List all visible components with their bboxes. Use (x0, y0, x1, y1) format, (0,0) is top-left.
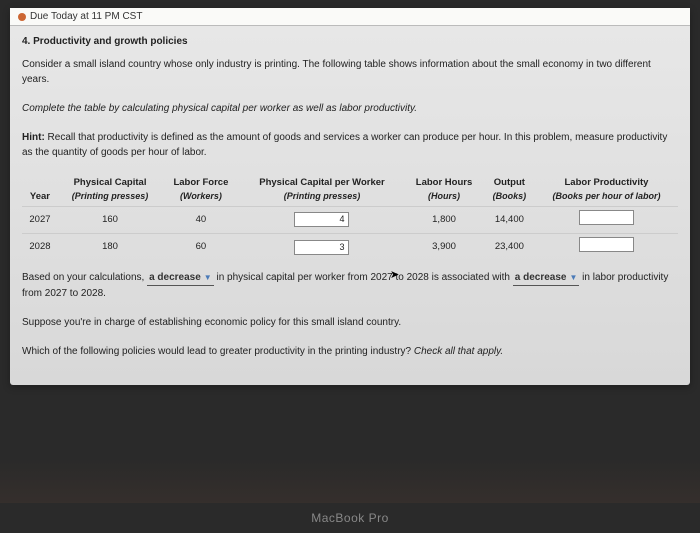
hint-text: Recall that productivity is defined as t… (22, 132, 667, 158)
cell-year: 2027 (22, 206, 58, 233)
instruction-text: Complete the table by calculating physic… (22, 101, 678, 116)
due-bar: Due Today at 11 PM CST (10, 8, 690, 26)
analysis-mid: in physical capital per worker from 2027… (214, 272, 513, 283)
cap-per-worker-input[interactable]: 3 (294, 240, 349, 255)
content-area: 4. Productivity and growth policies Cons… (10, 26, 690, 385)
cell-output: 23,400 (484, 234, 535, 261)
dropdown-change2[interactable]: a decrease▼ (513, 270, 580, 286)
suppose-text: Suppose you're in charge of establishing… (22, 315, 678, 330)
data-table: Year Physical Capital(Printing presses) … (22, 174, 678, 260)
cell-capital: 180 (58, 234, 162, 261)
th-hours: Labor Hours(Hours) (404, 174, 484, 206)
due-dot-icon (18, 13, 26, 21)
cell-capital: 160 (58, 206, 162, 233)
section-title: 4. Productivity and growth policies (22, 34, 678, 49)
intro-text: Consider a small island country whose on… (22, 57, 678, 87)
cell-labor: 40 (162, 206, 240, 233)
cell-year: 2028 (22, 234, 58, 261)
cap-per-worker-input[interactable]: 4 (294, 212, 349, 227)
table-row: 2027 160 40 4 1,800 14,400 (22, 206, 678, 233)
chevron-down-icon: ▼ (204, 272, 212, 284)
th-cap-per-worker: Physical Capital per Worker(Printing pre… (240, 174, 405, 206)
macbook-label: MacBook Pro (311, 511, 389, 525)
table-row: 2028 180 60 3 3,900 23,400 (22, 234, 678, 261)
cell-output: 14,400 (484, 206, 535, 233)
productivity-input[interactable] (579, 210, 634, 225)
th-output: Output(Books) (484, 174, 535, 206)
bottom-fade (0, 458, 700, 503)
th-capital: Physical Capital(Printing presses) (58, 174, 162, 206)
th-productivity: Labor Productivity(Books per hour of lab… (535, 174, 678, 206)
cell-productivity (535, 206, 678, 233)
question-paragraph: Which of the following policies would le… (22, 344, 678, 359)
productivity-input[interactable] (579, 237, 634, 252)
hint-paragraph: Hint: Recall that productivity is define… (22, 130, 678, 160)
chevron-down-icon: ▼ (569, 272, 577, 284)
cell-cap-per-worker: 4 (240, 206, 405, 233)
cell-hours: 3,900 (404, 234, 484, 261)
cell-hours: 1,800 (404, 206, 484, 233)
dropdown-change1[interactable]: a decrease▼ (147, 270, 214, 286)
question-text: Which of the following policies would le… (22, 346, 414, 357)
cell-productivity (535, 234, 678, 261)
th-year: Year (22, 174, 58, 206)
cell-cap-per-worker: 3 (240, 234, 405, 261)
analysis-paragraph: Based on your calculations, a decrease▼ … (22, 270, 678, 301)
analysis-pre: Based on your calculations, (22, 272, 147, 283)
th-labor: Labor Force(Workers) (162, 174, 240, 206)
check-all-text: Check all that apply. (414, 346, 503, 357)
cell-labor: 60 (162, 234, 240, 261)
hint-label: Hint: (22, 132, 45, 143)
due-label: Due Today at 11 PM CST (30, 11, 142, 22)
